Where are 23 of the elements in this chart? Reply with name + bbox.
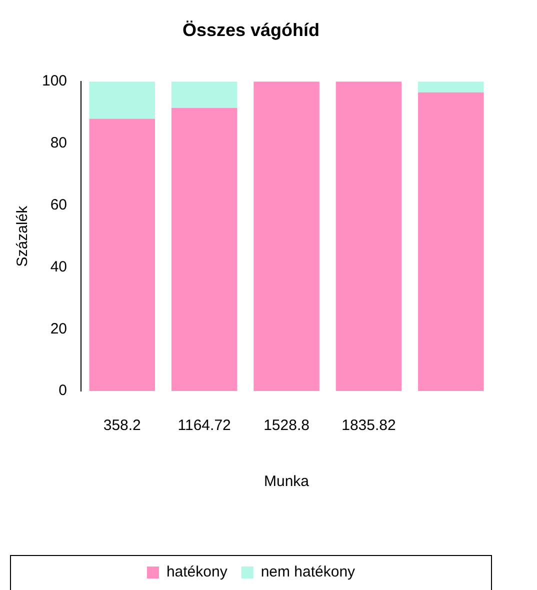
chart-title: Összes vágóhíd — [182, 20, 320, 40]
bar — [336, 82, 402, 391]
legend-label: nem hatékony — [260, 564, 356, 581]
bar — [171, 108, 238, 391]
y-tick-label: 0 — [58, 382, 68, 400]
bar — [418, 92, 484, 391]
x-axis-title: Munka — [264, 473, 310, 490]
x-tick-label: 1528.8 — [264, 417, 310, 434]
bar — [89, 82, 155, 119]
y-axis-title: Százalék — [14, 205, 32, 267]
x-tick-label: 1835.82 — [342, 417, 396, 434]
y-tick-label: 40 — [50, 258, 68, 276]
y-tick-label: 60 — [50, 196, 68, 214]
bar — [171, 82, 238, 108]
bar — [89, 118, 155, 391]
y-tick-label: 80 — [50, 134, 68, 152]
x-tick-label: 1164.72 — [178, 417, 231, 434]
x-tick-label: 358.2 — [103, 417, 141, 434]
y-tick-label: 20 — [50, 320, 68, 338]
legend-label: hatékony — [166, 564, 228, 581]
bar — [418, 82, 484, 92]
bar — [254, 82, 320, 391]
y-tick-label: 100 — [42, 72, 68, 90]
